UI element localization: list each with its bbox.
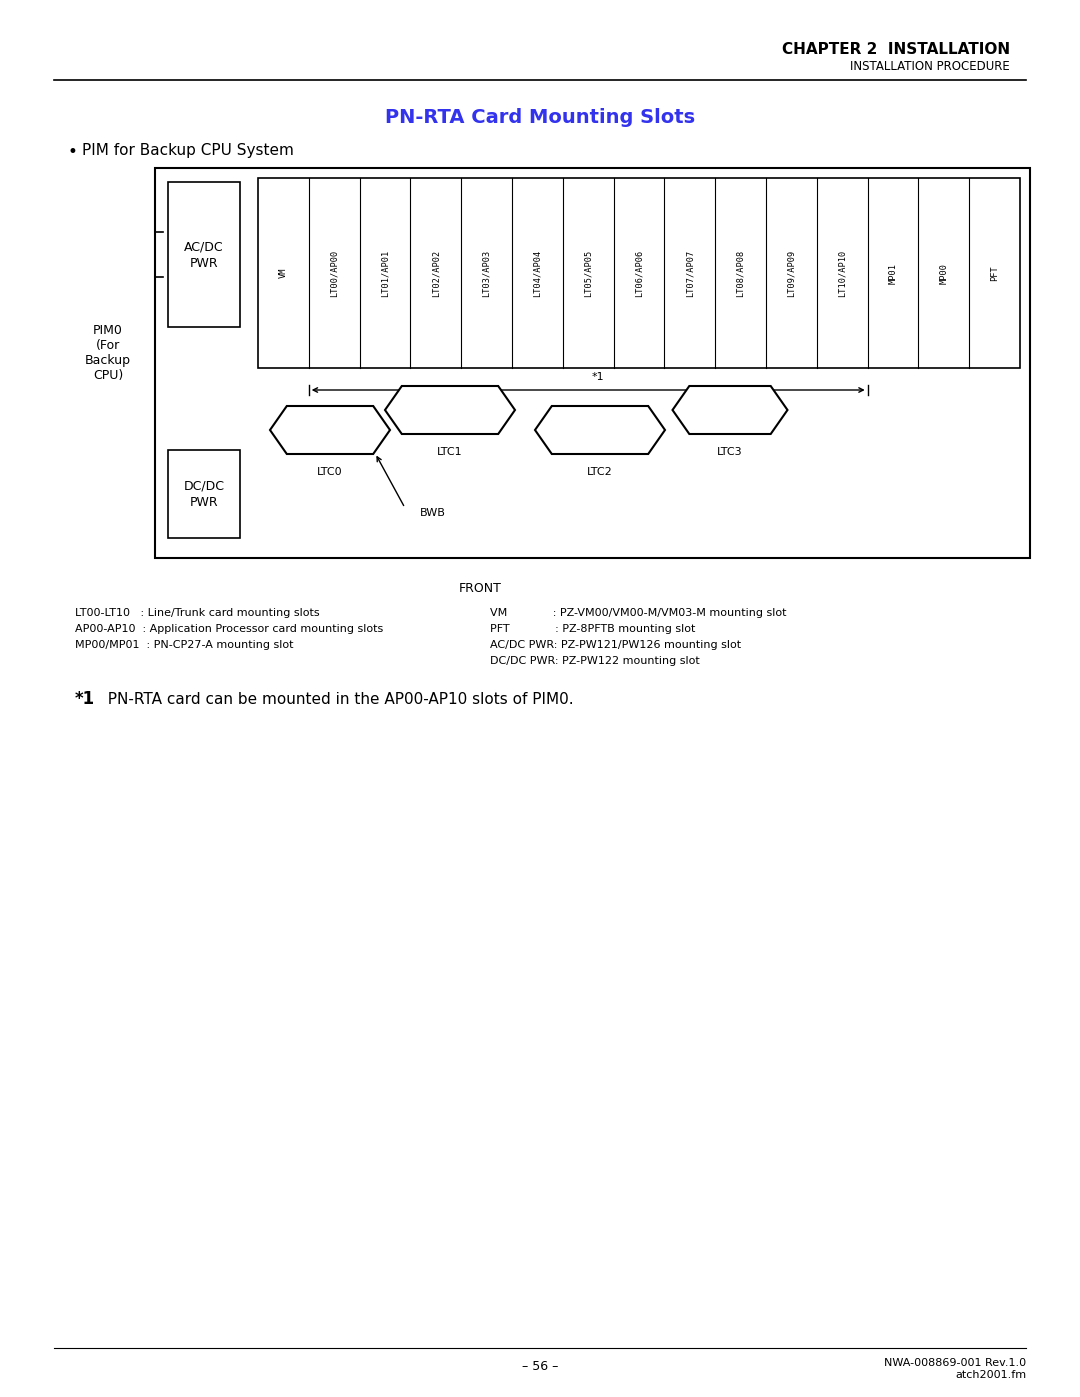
Text: PIM0
(For
Backup
CPU): PIM0 (For Backup CPU) — [85, 324, 131, 381]
Bar — [168, 450, 240, 538]
Text: PFT             : PZ-8PFTB mounting slot: PFT : PZ-8PFTB mounting slot — [490, 624, 696, 634]
Bar — [168, 182, 240, 327]
Text: *1: *1 — [592, 372, 605, 381]
Text: LT09/AP09: LT09/AP09 — [787, 250, 796, 296]
Text: LT04/AP04: LT04/AP04 — [532, 250, 542, 296]
Text: •: • — [68, 142, 78, 161]
Text: LT00/AP00: LT00/AP00 — [329, 250, 339, 296]
Text: – 56 –: – 56 – — [522, 1361, 558, 1373]
Text: *1: *1 — [75, 690, 95, 708]
Text: MP00/MP01  : PN-CP27-A mounting slot: MP00/MP01 : PN-CP27-A mounting slot — [75, 640, 294, 650]
Polygon shape — [270, 407, 390, 454]
Text: LT05/AP05: LT05/AP05 — [583, 250, 593, 296]
Text: VM: VM — [279, 268, 288, 278]
Polygon shape — [384, 386, 515, 434]
Text: LTC2: LTC2 — [588, 467, 612, 476]
Text: INSTALLATION PROCEDURE: INSTALLATION PROCEDURE — [850, 60, 1010, 73]
Polygon shape — [535, 407, 665, 454]
Text: LTC1: LTC1 — [437, 447, 463, 457]
Text: LTC3: LTC3 — [717, 447, 743, 457]
Text: LT00-LT10   : Line/Trunk card mounting slots: LT00-LT10 : Line/Trunk card mounting slo… — [75, 608, 320, 617]
Text: PWR: PWR — [190, 257, 218, 270]
Text: FRONT: FRONT — [459, 583, 501, 595]
Text: LT03/AP03: LT03/AP03 — [482, 250, 491, 296]
Polygon shape — [673, 386, 787, 434]
Text: AC/DC: AC/DC — [185, 240, 224, 253]
Text: MP00: MP00 — [940, 263, 948, 284]
Text: LT01/AP01: LT01/AP01 — [380, 250, 390, 296]
Text: BWB: BWB — [420, 509, 446, 518]
Text: PIM for Backup CPU System: PIM for Backup CPU System — [82, 142, 294, 158]
Text: PN-RTA Card Mounting Slots: PN-RTA Card Mounting Slots — [384, 108, 696, 127]
Text: AC/DC PWR: PZ-PW121/PW126 mounting slot: AC/DC PWR: PZ-PW121/PW126 mounting slot — [490, 640, 741, 650]
Text: MP01: MP01 — [889, 263, 897, 284]
Text: VM             : PZ-VM00/VM00-M/VM03-M mounting slot: VM : PZ-VM00/VM00-M/VM03-M mounting slot — [490, 608, 786, 617]
Text: LT10/AP10: LT10/AP10 — [838, 250, 847, 296]
Text: LT02/AP02: LT02/AP02 — [431, 250, 441, 296]
Text: PWR: PWR — [190, 496, 218, 510]
Text: NWA-008869-001 Rev.1.0
atch2001.fm: NWA-008869-001 Rev.1.0 atch2001.fm — [883, 1358, 1026, 1380]
Text: CHAPTER 2  INSTALLATION: CHAPTER 2 INSTALLATION — [782, 42, 1010, 57]
Bar — [156, 168, 1030, 557]
Text: DC/DC: DC/DC — [184, 479, 225, 493]
Text: LTC0: LTC0 — [318, 467, 342, 476]
Text: DC/DC PWR: PZ-PW122 mounting slot: DC/DC PWR: PZ-PW122 mounting slot — [490, 657, 700, 666]
Text: LT06/AP06: LT06/AP06 — [635, 250, 644, 296]
Text: AP00-AP10  : Application Processor card mounting slots: AP00-AP10 : Application Processor card m… — [75, 624, 383, 634]
Text: PFT: PFT — [990, 265, 999, 281]
Text: LT07/AP07: LT07/AP07 — [686, 250, 694, 296]
Text: LT08/AP08: LT08/AP08 — [737, 250, 745, 296]
Text: PN-RTA card can be mounted in the AP00-AP10 slots of PIM0.: PN-RTA card can be mounted in the AP00-A… — [98, 692, 573, 707]
Bar — [258, 177, 1020, 367]
